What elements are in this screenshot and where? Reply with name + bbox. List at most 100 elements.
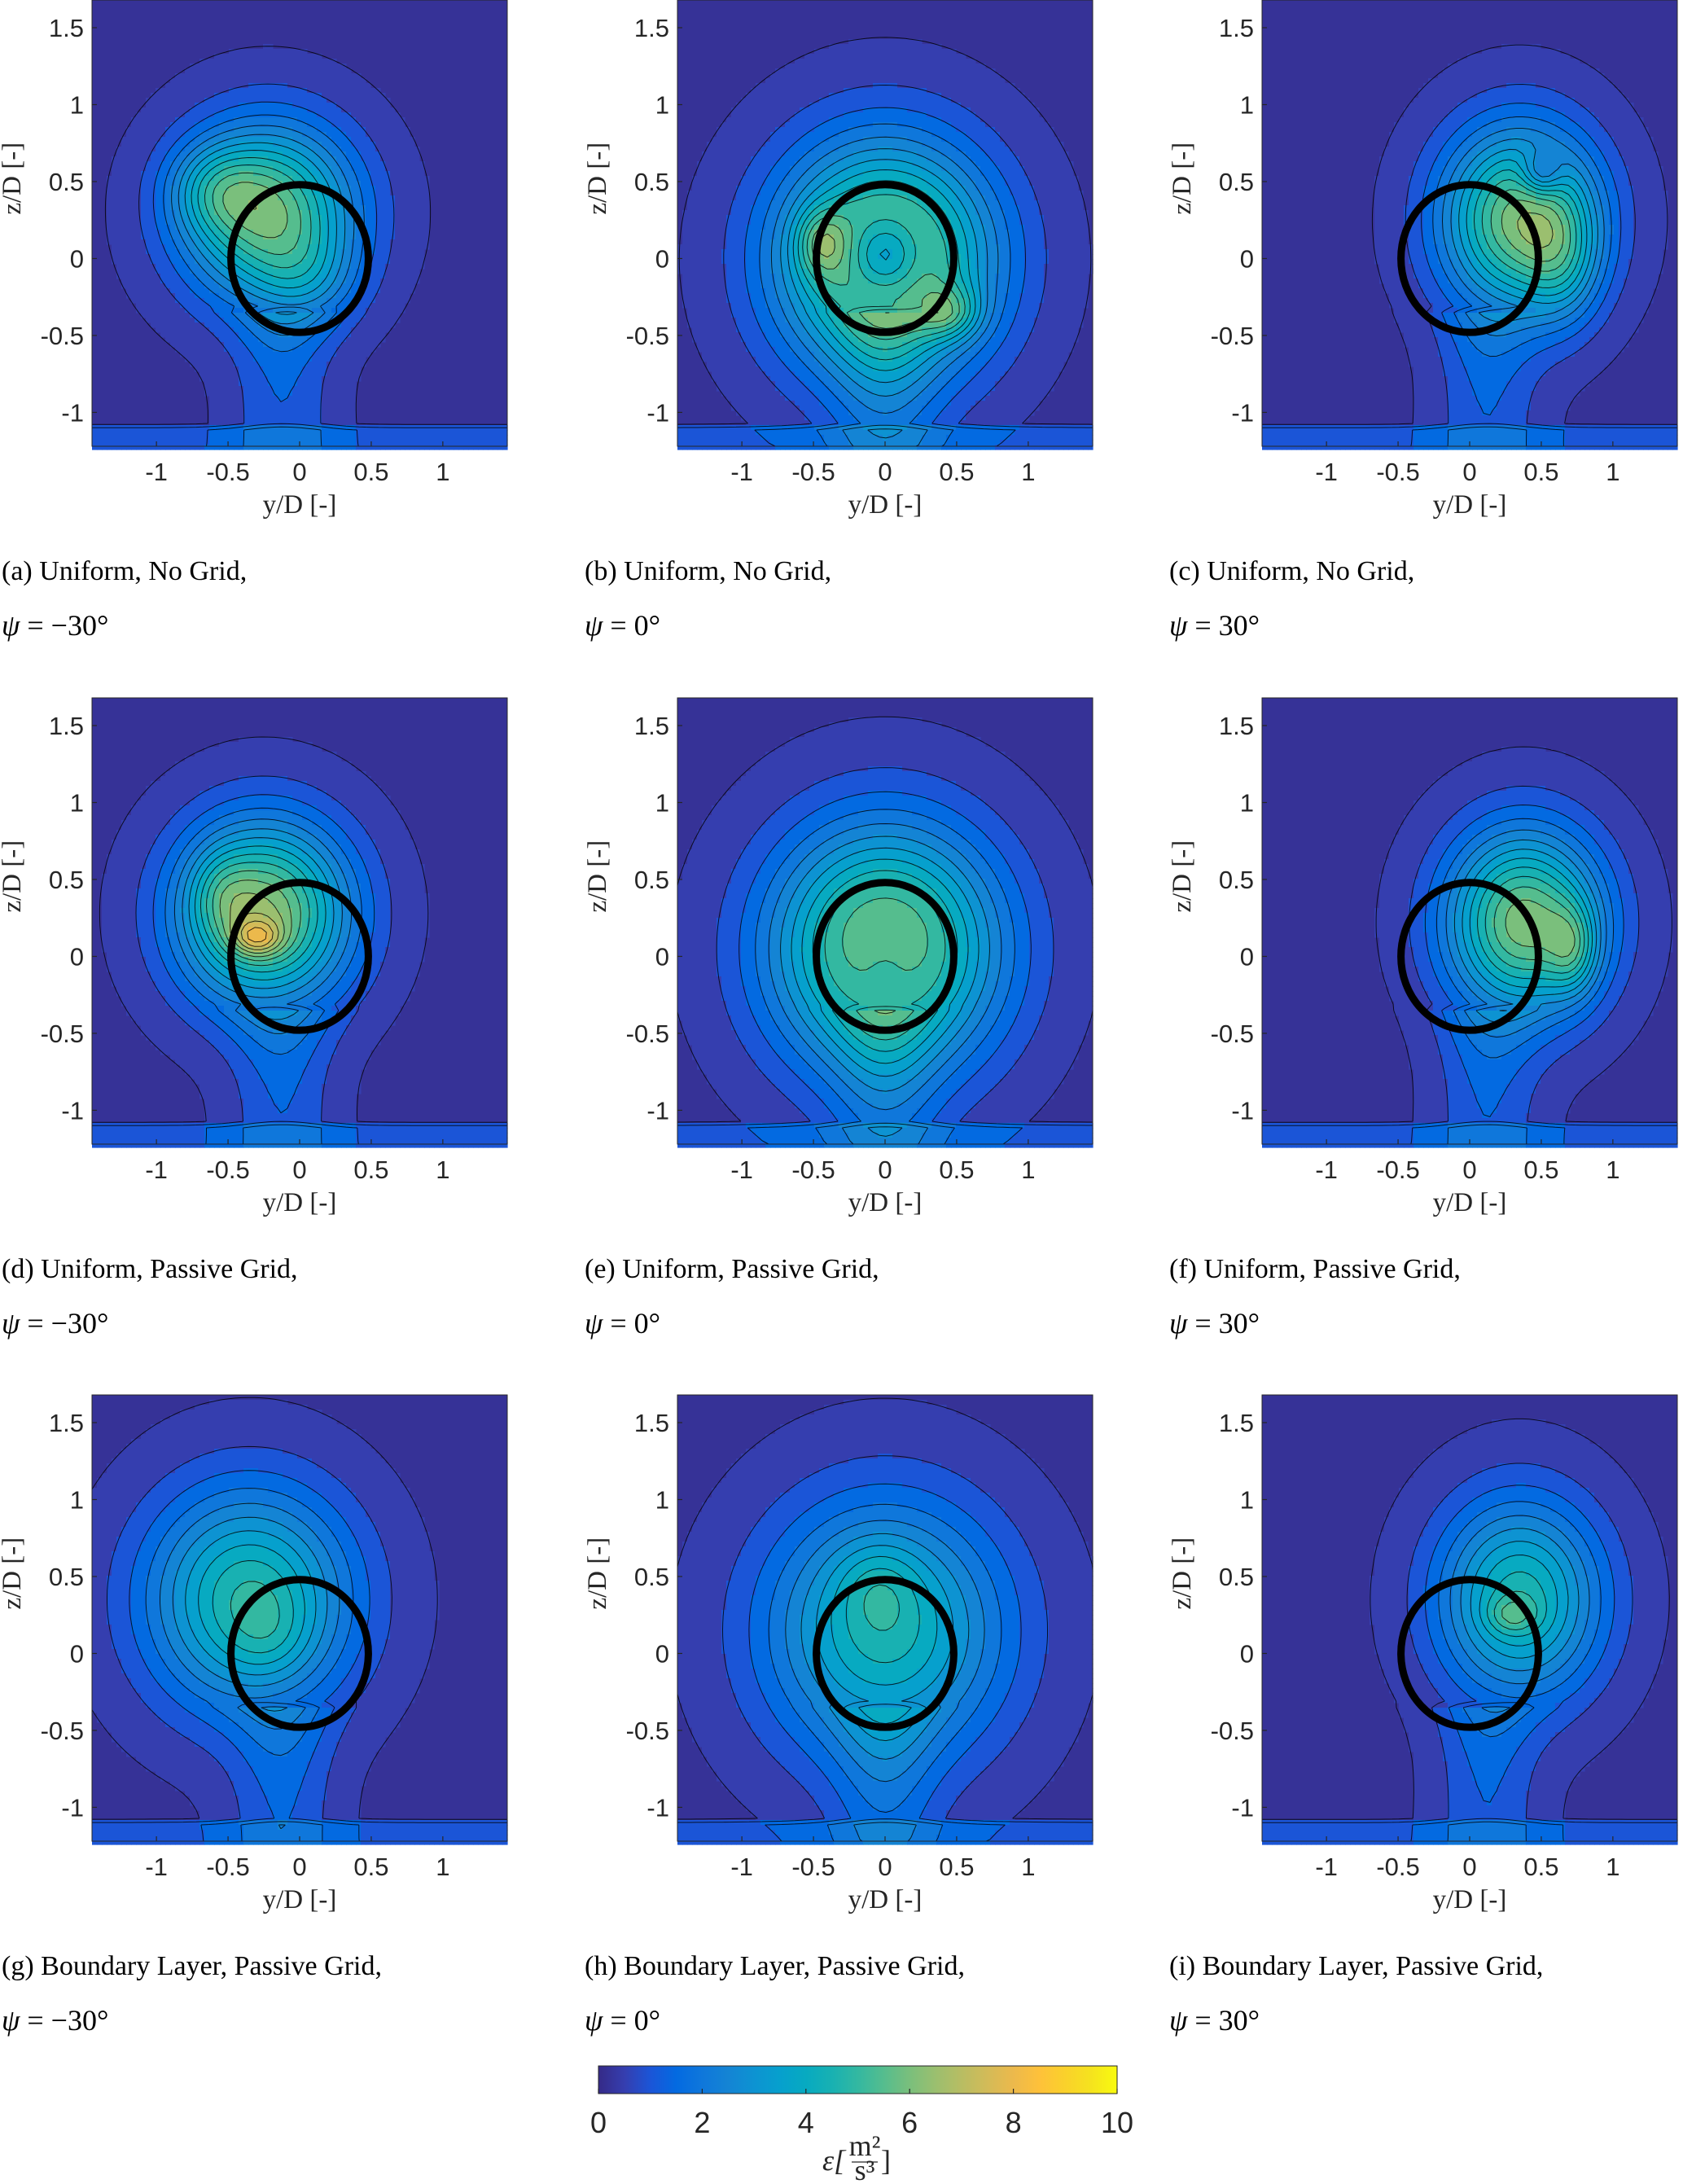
y-axis-label: z/D [-] — [1168, 1537, 1197, 1610]
ytick-label: -0.5 — [626, 1717, 669, 1745]
ytick-label: -1 — [1231, 1096, 1254, 1125]
ytick-label: -0.5 — [1211, 322, 1254, 350]
colorbar-label-prefix: ε[ — [822, 2144, 847, 2177]
ytick-label: 1.5 — [49, 14, 84, 42]
ytick-label: 1 — [70, 1485, 84, 1514]
xtick-label: -0.5 — [1376, 1853, 1419, 1881]
psi-label-c: ψ = 30° — [1169, 611, 1260, 640]
xtick-label: 0.5 — [939, 1853, 974, 1881]
xtick-label: 0 — [292, 1156, 306, 1184]
xtick-label: 0 — [1462, 1853, 1476, 1881]
xtick-label: 1 — [1606, 458, 1619, 486]
ytick-label: -1 — [1231, 398, 1254, 427]
caption-d: (d) Uniform, Passive Grid, — [2, 1256, 298, 1283]
psi-symbol: ψ — [1169, 2004, 1187, 2037]
caption-g: (g) Boundary Layer, Passive Grid, — [2, 1953, 382, 1980]
colorbar-tick-label: 6 — [901, 2106, 918, 2139]
xtick-label: 1 — [1021, 1853, 1035, 1881]
ytick-label: -0.5 — [1211, 1020, 1254, 1048]
xtick-label: 0.5 — [1523, 458, 1558, 486]
ytick-label: 1.5 — [1219, 1409, 1254, 1437]
ytick-label: 1.5 — [49, 1409, 84, 1437]
colorbar-tick-label: 4 — [798, 2106, 814, 2139]
xtick-label: 1 — [1021, 1156, 1035, 1184]
colorbar-tick-label: 2 — [694, 2106, 710, 2139]
ytick-label: 0.5 — [634, 1563, 669, 1591]
ytick-label: 1.5 — [634, 712, 669, 740]
xtick-label: 0 — [1462, 1156, 1476, 1184]
panel-i: -1 -0.5 0 0.5 1-1-0.500.511.5y/D [-]z/D [-] — [1168, 1395, 1678, 1914]
caption-c: (c) Uniform, No Grid, — [1169, 558, 1414, 585]
xtick-label: -0.5 — [1376, 458, 1419, 486]
panel-a: -1 -0.5 0 0.5 1-1-0.500.511.5y/D [-]z/D [-] — [0, 0, 508, 520]
psi-symbol: ψ — [585, 609, 603, 642]
ytick-label: 1 — [70, 90, 84, 119]
psi-label-b: ψ = 0° — [585, 611, 660, 640]
ytick-label: 1 — [1240, 788, 1254, 817]
xtick-label: 0.5 — [939, 458, 974, 486]
psi-value: = −30° — [20, 1307, 108, 1340]
ytick-label: 0 — [655, 1639, 669, 1668]
psi-value: = 0° — [603, 2004, 660, 2037]
ytick-label: -1 — [61, 1793, 84, 1822]
caption-f: (f) Uniform, Passive Grid, — [1169, 1256, 1461, 1283]
ytick-label: 0 — [70, 942, 84, 971]
y-axis-label: z/D [-] — [583, 1537, 612, 1610]
xtick-label: 0 — [1462, 458, 1476, 486]
y-axis-label: z/D [-] — [0, 143, 27, 215]
ytick-label: 1.5 — [1219, 712, 1254, 740]
psi-value: = −30° — [20, 609, 108, 642]
xtick-label: -0.5 — [206, 458, 249, 486]
ytick-label: 1 — [655, 1485, 669, 1514]
ytick-label: 1.5 — [49, 712, 84, 740]
xtick-label: -0.5 — [791, 1853, 835, 1881]
colorbar-gradient — [598, 2066, 1117, 2094]
psi-symbol: ψ — [2, 2004, 20, 2037]
xtick-label: -1 — [730, 1156, 753, 1184]
ytick-label: 0 — [655, 942, 669, 971]
panel-e: -1 -0.5 0 0.5 1-1-0.500.511.5y/D [-]z/D [-] — [583, 698, 1094, 1217]
ytick-label: 1 — [655, 90, 669, 119]
x-axis-label: y/D [-] — [848, 1885, 923, 1914]
psi-label-i: ψ = 30° — [1169, 2006, 1260, 2035]
y-axis-label: z/D [-] — [0, 1537, 27, 1610]
psi-label-a: ψ = −30° — [2, 611, 108, 640]
psi-value: = 0° — [603, 1307, 660, 1340]
psi-label-e: ψ = 0° — [585, 1309, 660, 1338]
xtick-label: -0.5 — [791, 1156, 835, 1184]
colorbar-label-denominator: s³ — [855, 2154, 875, 2184]
ytick-label: -1 — [646, 398, 669, 427]
ytick-label: 0 — [655, 244, 669, 273]
psi-symbol: ψ — [585, 1307, 603, 1340]
ytick-label: 0.5 — [634, 168, 669, 196]
panel-h: -1 -0.5 0 0.5 1-1-0.500.511.5y/D [-]z/D [-] — [583, 1395, 1094, 1914]
xtick-label: -0.5 — [1376, 1156, 1419, 1184]
xtick-label: -1 — [730, 458, 753, 486]
xtick-label: -1 — [145, 1853, 168, 1881]
caption-e: (e) Uniform, Passive Grid, — [585, 1256, 879, 1283]
psi-value: = 30° — [1187, 609, 1260, 642]
ytick-label: 0 — [70, 1639, 84, 1668]
caption-a: (a) Uniform, No Grid, — [2, 558, 247, 585]
ytick-label: 1.5 — [1219, 14, 1254, 42]
ytick-label: 1 — [1240, 90, 1254, 119]
x-axis-label: y/D [-] — [263, 490, 337, 520]
psi-value: = 30° — [1187, 1307, 1260, 1340]
xtick-label: 0.5 — [1523, 1156, 1558, 1184]
panel-g: -1 -0.5 0 0.5 1-1-0.500.511.5y/D [-]z/D [-] — [0, 1395, 508, 1914]
psi-symbol: ψ — [585, 2004, 603, 2037]
psi-label-g: ψ = −30° — [2, 2006, 108, 2035]
x-axis-label: y/D [-] — [1433, 1885, 1507, 1914]
xtick-label: 1 — [1606, 1853, 1619, 1881]
psi-symbol: ψ — [1169, 1307, 1187, 1340]
ytick-label: 0.5 — [1219, 168, 1254, 196]
psi-symbol: ψ — [1169, 609, 1187, 642]
ytick-label: 0.5 — [1219, 1563, 1254, 1591]
ytick-label: 0 — [1240, 244, 1254, 273]
xtick-label: -0.5 — [206, 1853, 249, 1881]
ytick-label: -1 — [1231, 1793, 1254, 1822]
ytick-label: -0.5 — [41, 1020, 84, 1048]
